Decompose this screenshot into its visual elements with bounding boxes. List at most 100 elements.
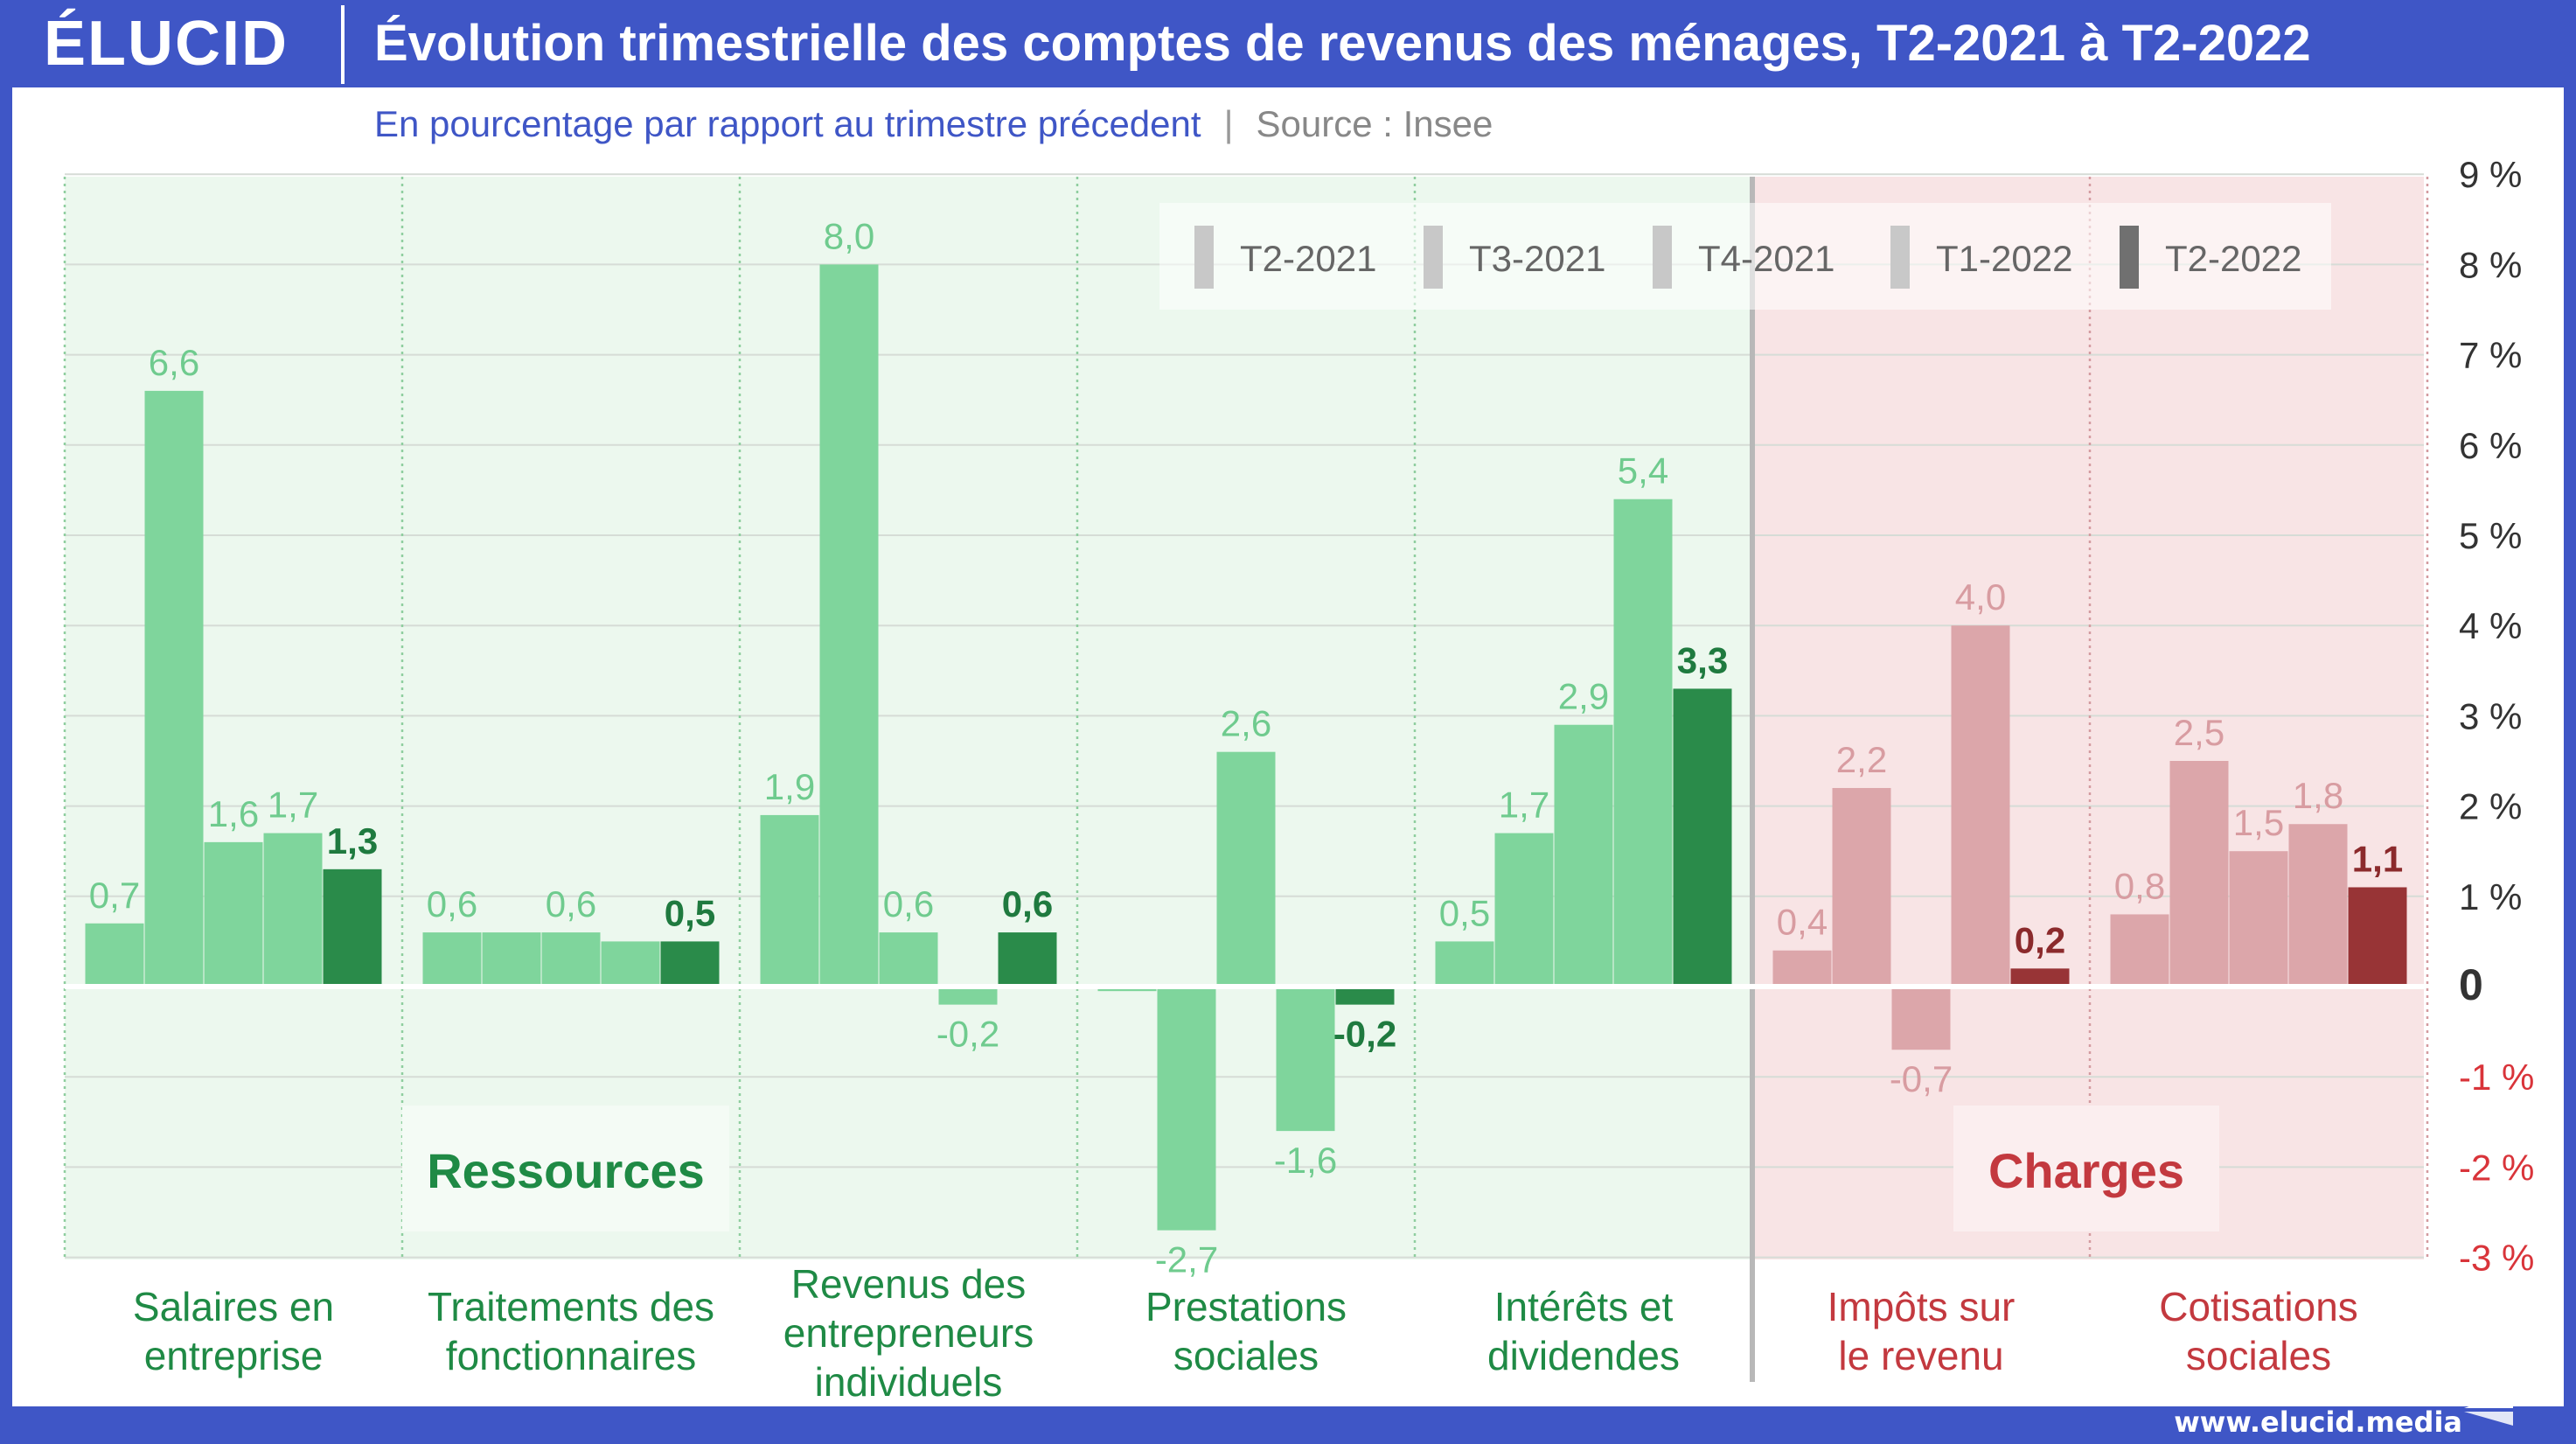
bar[interactable] xyxy=(422,932,482,987)
bar[interactable] xyxy=(1613,499,1673,987)
chart-title: Évolution trimestrielle des comptes de r… xyxy=(374,15,2311,72)
y-tick-label: 9 % xyxy=(2459,154,2522,195)
subtitle-text: En pourcentage par rapport au trimestre … xyxy=(374,103,1201,144)
category-label: dividendes xyxy=(1487,1333,1680,1378)
bar[interactable] xyxy=(2348,887,2407,987)
legend-swatch[interactable] xyxy=(1653,226,1672,289)
data-label: 1,7 xyxy=(268,785,318,826)
bar[interactable] xyxy=(1216,751,1276,987)
category-label: individuels xyxy=(815,1359,1003,1405)
bar[interactable] xyxy=(819,264,879,987)
bar[interactable] xyxy=(2169,761,2229,987)
bar[interactable] xyxy=(204,841,263,987)
bar[interactable] xyxy=(1772,950,1832,987)
data-label: 1,3 xyxy=(327,820,378,862)
footer-arrow-icon xyxy=(2464,1391,2513,1426)
bar[interactable] xyxy=(2229,851,2288,987)
bar[interactable] xyxy=(482,932,541,987)
bar[interactable] xyxy=(85,923,144,987)
bar[interactable] xyxy=(263,833,323,987)
category-label: fonctionnaires xyxy=(446,1333,696,1378)
y-tick-label: 8 % xyxy=(2459,244,2522,285)
bar[interactable] xyxy=(601,941,660,987)
legend-label[interactable]: T4-2021 xyxy=(1698,238,1835,279)
bar[interactable] xyxy=(1276,987,1335,1132)
chart-subtitle: En pourcentage par rapport au trimestre … xyxy=(374,98,1493,150)
bar[interactable] xyxy=(2288,824,2348,987)
legend-label[interactable]: T3-2021 xyxy=(1469,238,1605,279)
bar[interactable] xyxy=(879,932,938,987)
y-tick-label: -3 % xyxy=(2459,1238,2534,1279)
data-label: -1,6 xyxy=(1274,1140,1337,1181)
legend-swatch[interactable] xyxy=(1194,226,1214,289)
y-tick-label: 5 % xyxy=(2459,515,2522,556)
category-label: sociales xyxy=(2186,1333,2331,1378)
charges-background xyxy=(1752,177,2424,1259)
bar[interactable] xyxy=(1891,987,1951,1050)
bar[interactable] xyxy=(1435,941,1494,987)
data-label: 1,7 xyxy=(1499,785,1549,826)
bar[interactable] xyxy=(1832,787,1891,987)
y-tick-label: -1 % xyxy=(2459,1057,2534,1098)
y-tick-label: 4 % xyxy=(2459,605,2522,646)
category-label: Revenus des xyxy=(791,1261,1027,1307)
y-tick-label: 1 % xyxy=(2459,876,2522,917)
bar[interactable] xyxy=(760,814,819,987)
bar[interactable] xyxy=(998,932,1057,987)
legend-swatch[interactable] xyxy=(2120,226,2139,289)
legend-swatch[interactable] xyxy=(1890,226,1910,289)
charges-label: Charges xyxy=(1988,1143,2184,1198)
category-label: Cotisations xyxy=(2159,1284,2358,1329)
y-tick-label: 6 % xyxy=(2459,425,2522,466)
data-label: 0,5 xyxy=(665,892,715,933)
data-label: 0,5 xyxy=(1439,892,1490,933)
bar[interactable] xyxy=(1335,987,1395,1005)
charges-label-box xyxy=(1953,1106,2219,1231)
legend-label[interactable]: T2-2022 xyxy=(2165,238,2301,279)
data-label: 1,6 xyxy=(208,793,259,834)
category-label: entreprise xyxy=(144,1333,324,1378)
elucid-logo[interactable]: ÉLUCID xyxy=(44,9,289,79)
data-label: -0,7 xyxy=(1890,1058,1953,1099)
bar[interactable] xyxy=(938,987,998,1005)
bar[interactable] xyxy=(2010,968,2070,987)
legend-label[interactable]: T1-2022 xyxy=(1936,238,2072,279)
bar[interactable] xyxy=(1494,833,1554,987)
bar[interactable] xyxy=(1554,724,1613,987)
category-label: Prestations xyxy=(1145,1284,1347,1329)
footer-url[interactable]: www.elucid.media xyxy=(2174,1406,2462,1439)
ressources-label: Ressources xyxy=(427,1143,705,1198)
data-label: 0,6 xyxy=(1002,883,1053,924)
ressources-background xyxy=(65,177,1752,1259)
bar[interactable] xyxy=(1951,625,2010,987)
y-tick-label: -2 % xyxy=(2459,1147,2534,1188)
data-label: -0,2 xyxy=(936,1014,999,1055)
data-label: 6,6 xyxy=(149,342,199,383)
bar[interactable] xyxy=(2110,914,2169,987)
data-label: 2,5 xyxy=(2174,712,2224,753)
y-tick-label: 7 % xyxy=(2459,335,2522,376)
data-label: 2,6 xyxy=(1221,703,1271,744)
data-label: 0,6 xyxy=(883,883,934,924)
logo-separator xyxy=(341,5,345,84)
data-label: 1,1 xyxy=(2352,838,2403,879)
data-label: -2,7 xyxy=(1155,1239,1218,1280)
y-tick-label: 0 xyxy=(2459,960,2483,1009)
data-label: 0,8 xyxy=(2114,865,2165,906)
bar[interactable] xyxy=(1157,987,1216,1231)
data-label: 0,6 xyxy=(546,883,596,924)
bar[interactable] xyxy=(1673,688,1732,987)
bar[interactable] xyxy=(660,941,720,987)
bar[interactable] xyxy=(541,932,601,987)
legend-label[interactable]: T2-2021 xyxy=(1240,238,1376,279)
data-label: 0,7 xyxy=(89,875,140,916)
data-label: 4,0 xyxy=(1955,576,2006,617)
data-label: 2,2 xyxy=(1836,739,1887,780)
subtitle-separator: | xyxy=(1223,103,1234,144)
category-label: sociales xyxy=(1173,1333,1319,1378)
bar[interactable] xyxy=(144,390,204,987)
bar[interactable] xyxy=(323,868,382,987)
legend-swatch[interactable] xyxy=(1424,226,1443,289)
